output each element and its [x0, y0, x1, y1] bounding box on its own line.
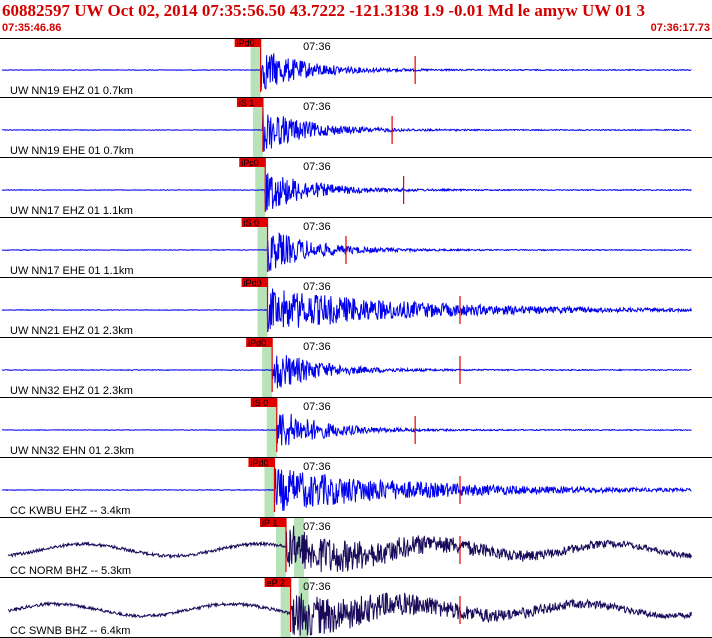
pick-label: iPc0: [241, 158, 259, 168]
pick-window-highlight: [250, 38, 261, 98]
trace-panel: iS 1 07:36 UW NN19 EHE 01 0.7km: [0, 98, 712, 158]
trace-panel: iPd0 07:36 UW NN32 EHZ 01 2.3km: [0, 338, 712, 398]
trace-panel: iPd0 07:36 CC KWBU EHZ -- 3.4km: [0, 458, 712, 518]
pick-box: [264, 578, 291, 587]
station-label: UW NN19 EHE 01 0.7km: [10, 145, 133, 157]
trace-panel: iPd0 07:36 UW NN19 EHZ 01 0.7km: [0, 38, 712, 98]
station-label: UW NN21 EHZ 01 2.3km: [10, 325, 133, 337]
station-label: CC KWBU EHZ -- 3.4km: [10, 505, 130, 517]
waveform: [1, 232, 692, 272]
pick-box: [239, 158, 266, 167]
waveform: [1, 288, 692, 332]
pick-window-highlight: [257, 278, 268, 338]
waveform: [1, 355, 692, 389]
pick-window-highlight: [266, 398, 277, 458]
time-mark-label: 07:36: [303, 461, 331, 473]
pick-window-highlight: [257, 218, 268, 278]
trace-panel: iPd0 07:36 UW NN21 EHZ 01 2.3km: [0, 278, 712, 338]
pick-window-highlight: [275, 518, 286, 578]
station-label: UW NN19 EHZ 01 0.7km: [10, 85, 133, 97]
pick-label: iPd0: [244, 278, 262, 288]
pick-window-highlight: [255, 158, 266, 218]
waveform: [1, 53, 692, 91]
pick-label: iPd0: [248, 338, 266, 348]
trace-panel: iS 0 07:36 UW NN17 EHE 01 1.1km: [0, 218, 712, 278]
pick-box: [236, 98, 263, 107]
trace-panel: iP 1 07:36 CC NORM BHZ -- 5.3km: [0, 518, 712, 578]
pick-window-highlight: [293, 518, 304, 578]
pick-box: [234, 38, 261, 47]
pick-label: eP 2: [267, 578, 285, 588]
waveform: [7, 591, 692, 636]
station-label: CC SWNB BHZ -- 6.4km: [10, 625, 130, 637]
waveform: [7, 525, 692, 573]
time-mark-label: 07:36: [303, 221, 331, 233]
waveform: [1, 468, 692, 511]
pick-label: iS 0: [253, 398, 269, 408]
waveform: [1, 173, 692, 211]
pick-window-highlight: [264, 458, 275, 518]
time-mark-label: 07:36: [303, 41, 331, 53]
station-label: UW NN17 EHZ 01 1.1km: [10, 205, 133, 217]
pick-box: [250, 398, 277, 407]
waveform: [2, 108, 692, 152]
pick-label: iPd0: [237, 38, 255, 48]
trace-panel: eP 2 07:36 CC SWNB BHZ -- 6.4km: [0, 578, 712, 638]
pick-label: iS 1: [239, 98, 255, 108]
pick-label: iS 0: [244, 218, 260, 228]
pick-window-highlight: [262, 338, 273, 398]
start-time: 07:35:46.86: [2, 22, 62, 34]
time-mark-label: 07:36: [303, 581, 331, 593]
trace-panel: iPc0 07:36 UW NN17 EHZ 01 1.1km: [0, 158, 712, 218]
pick-window-highlight: [252, 98, 263, 158]
pick-box: [246, 338, 273, 347]
time-mark-label: 07:36: [303, 341, 331, 353]
time-mark-label: 07:36: [303, 161, 331, 173]
pick-label: iPd0: [250, 458, 268, 468]
time-mark-label: 07:36: [303, 281, 331, 293]
end-time: 07:36:17.73: [650, 22, 710, 34]
pick-window-highlight: [280, 578, 291, 638]
time-mark-label: 07:36: [303, 401, 331, 413]
station-label: UW NN32 EHN 01 2.3km: [10, 445, 134, 457]
event-title: 60882597 UW Oct 02, 2014 07:35:56.50 43.…: [2, 1, 645, 20]
pick-box: [241, 278, 268, 287]
pick-box: [248, 458, 275, 467]
seismogram-plot: iPd0 07:36 UW NN19 EHZ 01 0.7km iS 1 07:36 UW…: [0, 38, 712, 638]
time-mark-label: 07:36: [303, 101, 331, 113]
station-label: UW NN32 EHZ 01 2.3km: [10, 385, 133, 397]
station-label: UW NN17 EHE 01 1.1km: [10, 265, 133, 277]
pick-label: iP 1: [262, 518, 277, 528]
trace-panel: iS 0 07:36 UW NN32 EHN 01 2.3km: [0, 398, 712, 458]
pick-box: [259, 518, 286, 527]
pick-box: [241, 218, 268, 227]
station-label: CC NORM BHZ -- 5.3km: [10, 565, 131, 577]
waveform: [2, 413, 692, 446]
time-mark-label: 07:36: [303, 521, 331, 533]
header: 60882597 UW Oct 02, 2014 07:35:56.50 43.…: [0, 0, 712, 38]
